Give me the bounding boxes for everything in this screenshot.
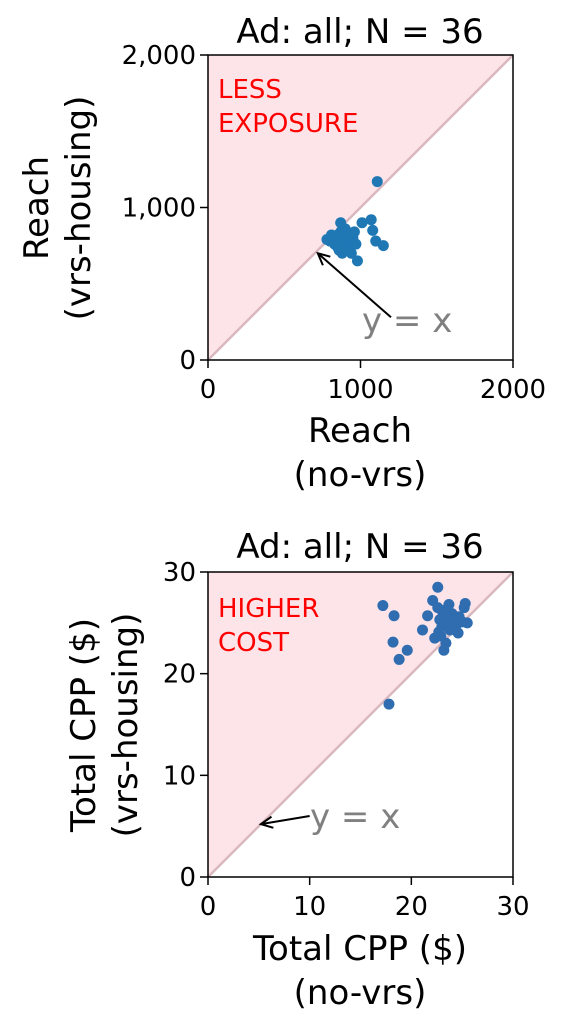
annotation-arrow-line — [260, 815, 310, 826]
data-point — [422, 610, 434, 622]
annotation-arrow-line — [317, 252, 392, 319]
y-tick-label: 10 — [163, 761, 196, 791]
annotation-arrow-head — [258, 815, 274, 829]
diagonal-line — [207, 54, 514, 361]
data-point — [348, 226, 360, 238]
x-axis-label-line1: Total CPP ($) — [252, 929, 467, 969]
y-axis-label-line1: Total CPP ($) — [64, 618, 104, 833]
cpp-scatter-panel: Ad: all; N = 36 0 10 20 30 0 10 20 30 Total CPP… — [64, 527, 530, 1013]
data-point — [377, 600, 389, 612]
y-tick-label: 1,000 — [122, 194, 196, 224]
data-point — [356, 217, 368, 229]
data-point — [371, 176, 383, 188]
y-axis-label-line1: Reach — [17, 156, 57, 260]
x-tick-label: 2000 — [480, 375, 546, 405]
axes-frame — [207, 571, 514, 878]
data-point — [365, 214, 377, 226]
data-point — [440, 637, 452, 649]
region-label-line2: EXPOSURE — [218, 109, 358, 139]
reach-scatter-panel: Ad: all; N = 36 0 1000 2000 0 1,000 2,000 Rea… — [17, 12, 546, 495]
chart-title: Ad: all; N = 36 — [236, 12, 483, 52]
data-point — [401, 644, 413, 656]
y-tick-label: 0 — [179, 346, 196, 376]
x-tick-label: 30 — [496, 892, 529, 922]
data-point — [393, 653, 405, 665]
data-point — [345, 247, 357, 259]
y-tick-label: 2,000 — [122, 41, 196, 71]
x-tick-label: 20 — [395, 892, 428, 922]
region-label-line2: COST — [218, 628, 289, 658]
data-point — [388, 610, 400, 622]
data-point — [387, 636, 399, 648]
data-point — [377, 240, 389, 252]
y-tick-label: 30 — [163, 558, 196, 588]
diagonal-annotation: y = x — [310, 797, 400, 837]
region-label-line1: LESS — [218, 75, 282, 105]
data-point — [332, 241, 344, 253]
y-axis-label-line2: (vrs-housing) — [106, 613, 146, 838]
data-point — [433, 626, 445, 638]
annotation-arrow-head — [316, 251, 331, 266]
plot-area: 0 1000 2000 0 1,000 2,000 — [122, 41, 547, 405]
data-point — [417, 624, 429, 636]
data-point — [367, 224, 379, 236]
y-tick-label: 0 — [179, 863, 196, 893]
y-axis-label-line2: (vrs-housing) — [59, 96, 99, 321]
x-tick-label: 0 — [200, 375, 217, 405]
x-tick-label: 1000 — [327, 375, 393, 405]
region-label-line1: HIGHER — [218, 594, 319, 624]
x-axis-label-line2: (no-vrs) — [294, 455, 427, 495]
data-point — [350, 238, 362, 250]
data-point — [351, 255, 363, 267]
data-point — [326, 229, 338, 241]
data-point — [383, 698, 395, 710]
x-axis-label-line2: (no-vrs) — [294, 973, 427, 1013]
chart-title: Ad: all; N = 36 — [236, 527, 483, 567]
x-tick-label: 10 — [293, 892, 326, 922]
x-tick-label: 0 — [200, 892, 217, 922]
data-point — [443, 599, 455, 611]
diagonal-annotation: y = x — [362, 301, 452, 341]
data-point — [459, 598, 471, 610]
plot-area: 0 10 20 30 0 10 20 30 — [163, 558, 530, 922]
data-point — [461, 617, 473, 629]
data-point — [335, 230, 347, 242]
y-tick-label: 20 — [163, 660, 196, 690]
data-point — [452, 627, 464, 639]
x-axis-label-line1: Reach — [308, 411, 412, 451]
data-point — [432, 581, 444, 593]
